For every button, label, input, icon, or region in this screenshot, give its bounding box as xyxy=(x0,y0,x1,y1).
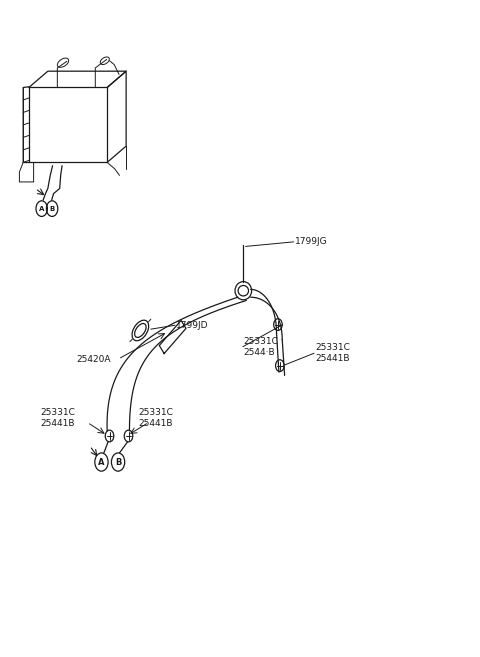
Text: B: B xyxy=(49,206,55,212)
Text: A: A xyxy=(98,457,105,466)
Text: 1799JG: 1799JG xyxy=(295,237,327,246)
Text: B: B xyxy=(115,457,121,466)
Text: 1799JD: 1799JD xyxy=(176,321,208,330)
Text: A: A xyxy=(39,206,44,212)
Text: 25331C
25441B: 25331C 25441B xyxy=(315,343,350,363)
Text: 25331C
2544·B: 25331C 2544·B xyxy=(244,336,279,357)
Text: 25331C
25441B: 25331C 25441B xyxy=(41,409,76,428)
Text: 25420A: 25420A xyxy=(76,355,111,363)
Text: 25331C
25441B: 25331C 25441B xyxy=(138,409,173,428)
